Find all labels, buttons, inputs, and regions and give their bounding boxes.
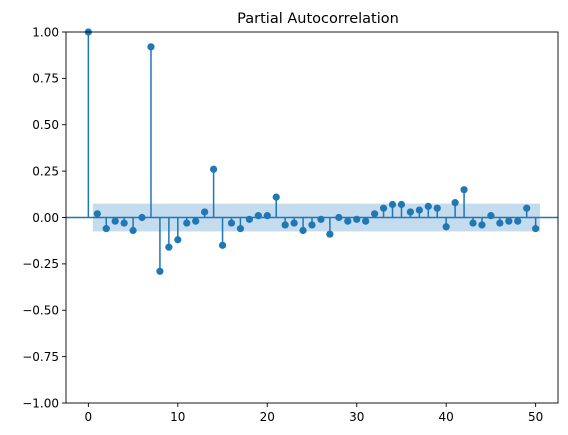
stem-marker (156, 267, 164, 275)
y-tick-label: 0.25 (32, 164, 59, 178)
stem-marker (505, 217, 513, 225)
stem-marker (523, 204, 531, 212)
stem-marker (120, 219, 128, 227)
y-axis-ticks: −1.00 −0.75 −0.50 −0.25 0.00 0.25 0.50 0.75 1.00 (22, 25, 66, 410)
stem-marker (299, 226, 307, 235)
y-tick-label: −0.25 (22, 257, 59, 271)
stem-marker (379, 204, 388, 212)
stem-marker (254, 212, 262, 220)
y-tick-label: −0.50 (22, 304, 59, 318)
chart-title: Partial Autocorrelation (237, 11, 399, 27)
stem-marker (532, 225, 540, 233)
y-tick-label: −0.75 (22, 350, 59, 364)
stem-marker (326, 230, 334, 238)
stem-marker (236, 225, 245, 233)
stem-marker (451, 199, 459, 207)
stem-marker (406, 208, 414, 216)
y-tick-label: 0.50 (32, 118, 59, 132)
stem-marker (442, 223, 450, 231)
stem-marker (388, 200, 397, 209)
stem-marker (192, 217, 200, 225)
y-tick-label: −1.00 (22, 396, 59, 410)
stem-marker (227, 219, 236, 227)
stem-marker (397, 200, 406, 209)
stem-marker (210, 165, 218, 173)
stem-marker (263, 212, 271, 220)
x-tick-label: 50 (528, 410, 543, 424)
stem-marker (496, 219, 504, 227)
stem-marker (514, 217, 522, 225)
stem-marker (460, 186, 468, 194)
stem-marker (433, 204, 441, 212)
stem-marker (308, 221, 316, 229)
stem-marker (138, 213, 146, 222)
stem-marker (344, 217, 352, 225)
stem-marker (415, 206, 423, 214)
stem-marker (272, 193, 280, 201)
stem-marker (102, 225, 110, 233)
x-tick-label: 20 (260, 410, 275, 424)
stem-marker (371, 210, 379, 218)
stem-marker (129, 226, 137, 235)
stem-marker (487, 212, 495, 220)
x-tick-label: 40 (439, 410, 454, 424)
stem-marker (290, 219, 298, 227)
stem-marker (201, 208, 209, 216)
stem-marker (111, 217, 119, 225)
stem-marker (424, 202, 432, 210)
stems-layer (84, 28, 540, 275)
stem-marker (317, 215, 325, 223)
y-tick-label: 0.00 (32, 211, 59, 225)
y-tick-label: 1.00 (32, 25, 59, 39)
stem-marker (362, 217, 370, 225)
stem-marker (335, 213, 343, 222)
stem-marker (147, 43, 155, 51)
x-axis-ticks: 0 10 20 30 40 50 (85, 403, 543, 424)
stem-marker (174, 236, 182, 244)
stem-marker (218, 241, 227, 249)
x-tick-label: 0 (85, 410, 93, 424)
y-tick-label: 0.75 (32, 72, 59, 86)
x-tick-label: 10 (170, 410, 185, 424)
stem-marker (478, 221, 486, 229)
stem-marker (469, 219, 477, 227)
stem-marker (165, 243, 173, 251)
stem-marker (93, 210, 101, 218)
x-tick-label: 30 (349, 410, 364, 424)
stem-marker (353, 215, 361, 223)
stem-marker (281, 221, 289, 229)
stem-marker (183, 219, 191, 227)
stem-marker (245, 215, 253, 223)
